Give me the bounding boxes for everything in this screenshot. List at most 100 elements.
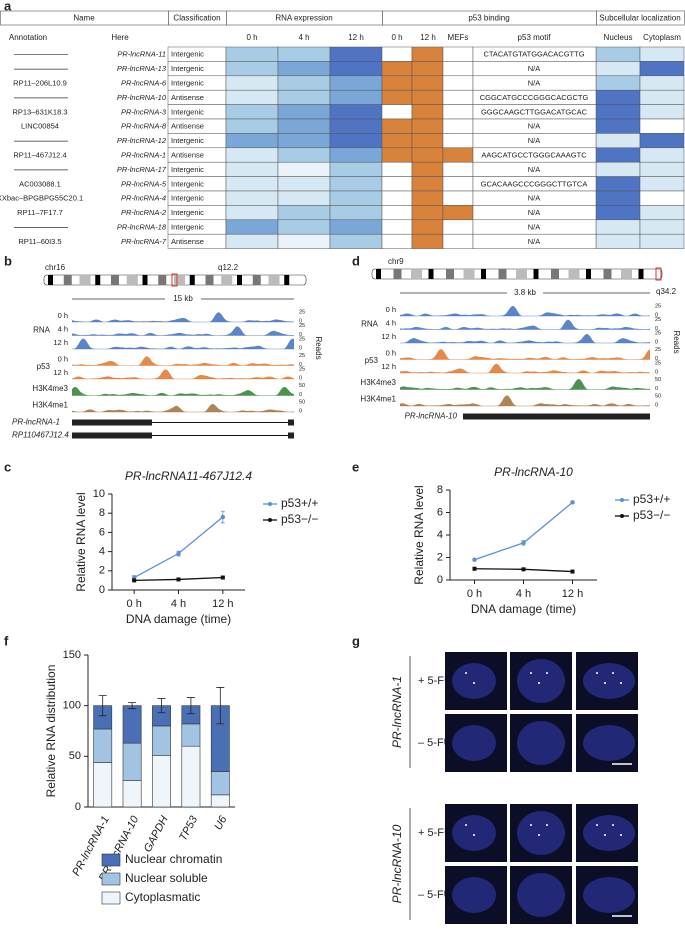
track-row-label: 0 h: [58, 311, 68, 320]
chromosome-band: q12.2: [218, 263, 239, 272]
coverage-track: [72, 312, 294, 322]
classification: Intergenic: [171, 78, 204, 87]
heat-cell: [639, 104, 685, 120]
error-bar: [186, 697, 195, 715]
classification: Intergenic: [171, 50, 204, 59]
x-tick-label: 12 h: [562, 588, 583, 600]
error-bar: [216, 687, 225, 725]
heat-cell: [329, 61, 383, 77]
lncrna-name: PR-lncRNA-13: [117, 64, 167, 73]
column-header: Here: [111, 33, 129, 42]
legend-label: Nuclear chromatin: [125, 852, 222, 866]
bar-segment: [122, 780, 142, 808]
point: [176, 577, 181, 582]
bar-segment: [210, 794, 230, 808]
heat-cell: [639, 161, 685, 177]
heat-cell: [442, 89, 474, 105]
heat-cell: [225, 61, 279, 77]
rna-spot: [596, 824, 598, 826]
track-scale-max: 25: [655, 303, 661, 309]
nucleus: [517, 659, 565, 703]
nucleus: [583, 663, 635, 699]
classification: Intergenic: [171, 222, 204, 231]
bar-segment: [93, 762, 113, 808]
rna-spot: [604, 834, 606, 836]
y-tick-label: 100: [63, 700, 81, 712]
cell: [472, 233, 597, 249]
coverage-track: [400, 363, 650, 373]
heat-cell: [329, 75, 383, 91]
gene-exon: [288, 432, 294, 439]
heat-cell: [442, 190, 474, 206]
header-group: Classification: [173, 14, 220, 23]
heat-cell: [225, 89, 279, 105]
x-axis-label: DNA damage (time): [126, 612, 231, 626]
ideogram-band: [111, 275, 119, 285]
span-label-bg: [507, 287, 543, 299]
ideogram-band: [95, 275, 101, 285]
legend-label: p53+/+: [281, 496, 318, 510]
ideogram-band: [189, 275, 195, 285]
track-scale-min: 0: [299, 362, 302, 368]
track-group-label: H3K4me1: [360, 395, 396, 404]
lncrna-name: PR-lncRNA-4: [121, 194, 166, 203]
x-tick-label: 12 h: [212, 598, 233, 610]
track-scale-min: 0: [299, 318, 302, 324]
track-scale-max: 50: [655, 377, 661, 383]
y-tick-label: 6: [437, 506, 443, 518]
ideogram-band: [268, 275, 280, 285]
heat-cell: [225, 46, 279, 62]
reads-label: Reads: [672, 330, 681, 353]
heat-cell: [381, 46, 413, 62]
group-label: PR-lncRNA-10: [390, 824, 404, 903]
column-header: 0 h: [246, 33, 257, 42]
nucleus: [517, 721, 565, 765]
rna-spot: [530, 824, 532, 826]
nucleus: [517, 873, 565, 917]
classification: Antisense: [171, 237, 204, 246]
heat-cell: [442, 75, 474, 91]
heat-cell: [329, 219, 383, 235]
heat-cell: [329, 133, 383, 149]
column-header: 12 h: [420, 33, 436, 42]
rna-spot: [604, 682, 606, 684]
rna-spot: [620, 682, 622, 684]
x-tick-label: U6: [212, 813, 230, 832]
track-scale-max: 25: [655, 360, 661, 366]
track-row-label: 0 h: [386, 348, 396, 357]
heat-cell: [277, 118, 331, 134]
gene-exon: [463, 413, 650, 420]
ideogram-band: [411, 269, 422, 279]
track-scale-max: 50: [655, 393, 661, 399]
track-scale-max: 25: [299, 366, 305, 372]
heat-cell: [595, 161, 641, 177]
heat-cell: [595, 133, 641, 149]
classification: Antisense: [171, 93, 204, 102]
classification: Antisense: [171, 122, 204, 131]
heat-cell: [411, 161, 444, 177]
lncrna-name: PR-lncRNA-5: [121, 179, 167, 188]
p53-motif: N/A: [528, 64, 541, 73]
lncrna-name: PR-lncRNA-11: [117, 50, 166, 59]
heat-cell: [595, 75, 641, 91]
heat-cell: [277, 205, 331, 221]
rna-spot: [546, 824, 548, 826]
error-bar: [157, 698, 166, 714]
ideogram-band: [446, 269, 454, 279]
point: [220, 514, 226, 520]
heat-cell: [381, 219, 413, 235]
heat-cell: [277, 176, 331, 192]
y-axis-label: Relative RNA distribution: [44, 665, 58, 798]
heat-cell: [411, 176, 444, 192]
track-group-label: p53: [37, 362, 51, 371]
x-tick-label: 0 h: [127, 598, 142, 610]
legend-marker: [620, 514, 624, 518]
nucleus: [583, 815, 635, 851]
ideogram-band: [158, 275, 167, 285]
x-tick-label: 4 h: [516, 588, 531, 600]
heat-cell: [381, 233, 413, 249]
heat-cell: [381, 75, 413, 91]
y-tick-label: 50: [69, 750, 81, 762]
lncrna-name: PR-lncRNA-3: [121, 107, 167, 116]
heat-cell: [639, 233, 685, 249]
